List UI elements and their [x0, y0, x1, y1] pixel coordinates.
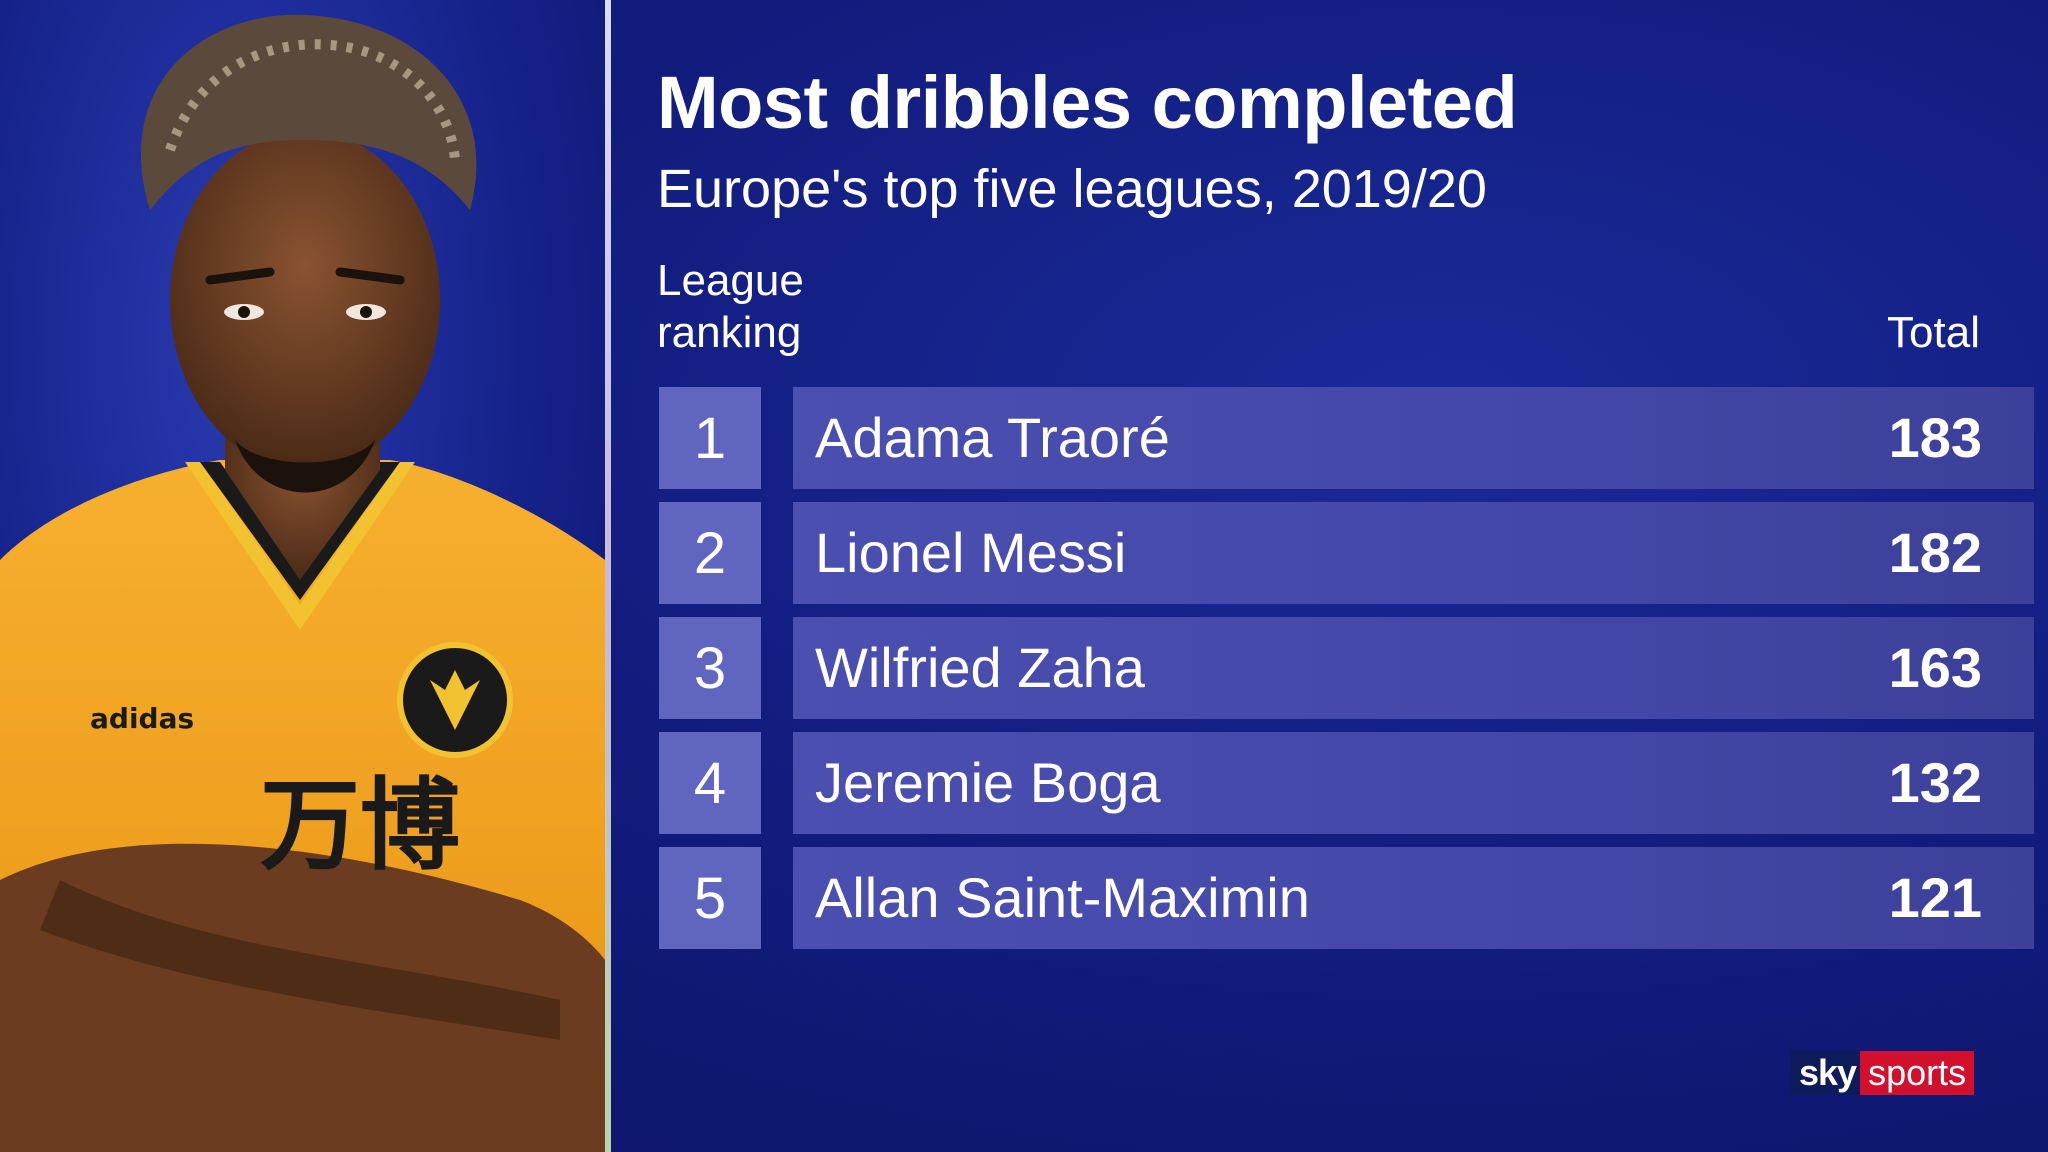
- player-bar: Lionel Messi 182: [793, 502, 2034, 604]
- kit-brand-logo: adidas: [90, 702, 194, 735]
- player-bar: Adama Traoré 183: [793, 387, 2034, 489]
- player-photo: 万博 adidas: [0, 0, 605, 1152]
- sky-sports-logo: sky sports: [1791, 1051, 1975, 1095]
- total-value: 132: [1888, 751, 1982, 814]
- sponsor-logo: 万博: [260, 767, 460, 884]
- player-name: Adama Traoré: [815, 406, 1170, 469]
- rank-cell: 4: [659, 732, 761, 834]
- column-header-ranking: League ranking: [657, 256, 804, 357]
- player-name: Lionel Messi: [815, 521, 1127, 584]
- player-bar: Allan Saint-Maximin 121: [793, 847, 2034, 949]
- player-illustration: 万博 adidas: [0, 14, 605, 1152]
- player-bar: Wilfried Zaha 163: [793, 617, 2034, 719]
- total-value: 121: [1888, 866, 1982, 929]
- chart-title: Most dribbles completed: [657, 61, 1518, 144]
- player-name: Jeremie Boga: [815, 751, 1161, 814]
- column-header-total: Total: [1887, 308, 1980, 357]
- player-name: Allan Saint-Maximin: [815, 866, 1310, 929]
- table-row: 1 Adama Traoré 183: [659, 387, 2034, 489]
- total-value: 183: [1888, 406, 1982, 469]
- rank-cell: 3: [659, 617, 761, 719]
- rank-cell: 5: [659, 847, 761, 949]
- table-row: 3 Wilfried Zaha 163: [659, 617, 2034, 719]
- total-value: 163: [1888, 636, 1982, 699]
- table-row: 4 Jeremie Boga 132: [659, 732, 2034, 834]
- panel-divider: [605, 0, 611, 1152]
- rank-cell: 1: [659, 387, 761, 489]
- logo-sports-text: sports: [1860, 1051, 1975, 1095]
- table-row: 2 Lionel Messi 182: [659, 502, 2034, 604]
- logo-sky-text: sky: [1791, 1051, 1861, 1095]
- player-name: Wilfried Zaha: [815, 636, 1145, 699]
- total-value: 182: [1888, 521, 1982, 584]
- chart-subtitle: Europe's top five leagues, 2019/20: [657, 159, 1487, 219]
- table-row: 5 Allan Saint-Maximin 121: [659, 847, 2034, 949]
- player-bar: Jeremie Boga 132: [793, 732, 2034, 834]
- rank-cell: 2: [659, 502, 761, 604]
- ranking-table: 1 Adama Traoré 183 2 Lionel Messi 182 3 …: [659, 387, 2034, 962]
